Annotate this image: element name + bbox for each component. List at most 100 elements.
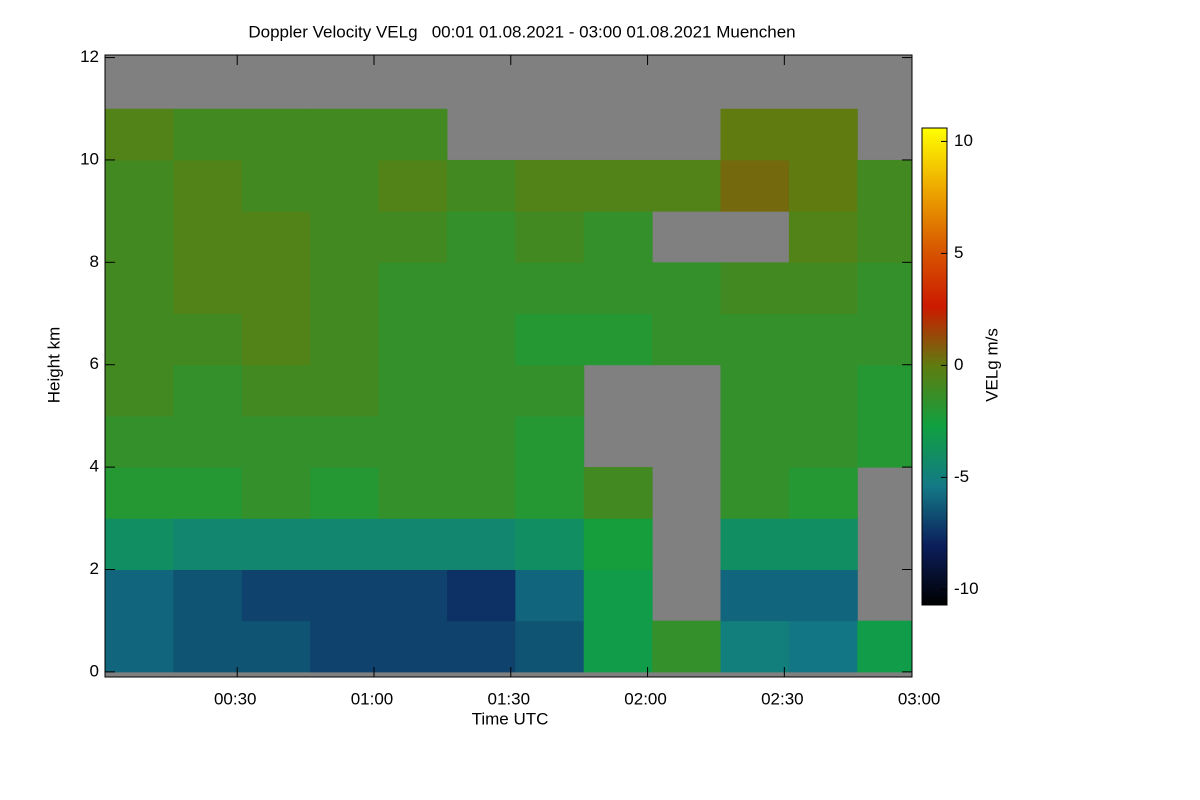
heatmap-cell [788,108,858,161]
heatmap-cell [720,364,790,417]
heatmap-cell [241,467,311,519]
heatmap-cell [241,620,311,673]
heatmap-cell [583,569,653,622]
heatmap-cell [378,262,448,315]
heatmap-cell [720,313,790,366]
heatmap-cell [515,364,585,417]
heatmap-cell [241,159,311,212]
y-tick-label: 8 [90,252,99,271]
heatmap-cell [173,211,243,263]
heatmap-cell [310,415,380,468]
heatmap-cell [173,313,243,366]
heatmap-cell [788,262,858,315]
heatmap-cell [446,313,516,366]
heatmap-cell [583,467,653,519]
heatmap-cell [515,467,585,519]
heatmap-cell [788,313,858,366]
x-tick-label: 01:00 [351,689,394,708]
heatmap-cell [310,159,380,212]
heatmap-cell [173,569,243,622]
heatmap-cell [857,211,913,263]
heatmap-cell [515,159,585,212]
heatmap-cell [378,415,448,468]
heatmap-cell [515,620,585,673]
heatmap-cell [515,262,585,315]
heatmap-cell [446,262,516,315]
plot-frame [104,54,913,678]
heatmap-cell [378,313,448,366]
heatmap-cell [583,262,653,315]
heatmap-cell [241,211,311,263]
heatmap-cell [173,364,243,417]
x-tick-label: 02:00 [624,689,667,708]
heatmap-cell [515,518,585,570]
heatmap-cell [173,518,243,570]
heatmap-cell [241,364,311,417]
heatmap-cell [173,108,243,161]
heatmap-cell [788,467,858,519]
colorbar-tick-label: 5 [954,243,963,262]
colorbar-tick-label: 0 [954,355,963,374]
heatmap-cell [378,467,448,519]
heatmap-cell [788,415,858,468]
heatmap-cell [241,262,311,315]
heatmap-cell [310,518,380,570]
heatmap-cell [788,364,858,417]
y-tick-label: 2 [90,559,99,578]
colorbar-tick-label: 10 [954,131,973,150]
heatmap-cell [378,159,448,212]
x-tick-label: 01:30 [488,689,531,708]
heatmap-cell [241,569,311,622]
heatmap-cell [446,415,516,468]
heatmap-cell [446,518,516,570]
heatmap-cell [446,569,516,622]
heatmap-cell [857,262,913,315]
heatmap-cell [310,313,380,366]
heatmap-cell [720,569,790,622]
heatmap-cell [105,211,174,263]
heatmap-cell [857,620,913,673]
heatmap-cell [720,159,790,212]
y-tick-label: 4 [90,457,99,476]
heatmap-cell [241,108,311,161]
heatmap-cell [105,415,174,468]
chart-title: Doppler Velocity VELg 00:01 01.08.2021 -… [248,22,795,41]
heatmap-cell [583,620,653,673]
colorbar-tick-label: -5 [954,467,969,486]
heatmap-cell [310,364,380,417]
heatmap-cell [378,620,448,673]
heatmap-cell [173,467,243,519]
y-tick-label: 0 [90,661,99,680]
heatmap-cell [857,159,913,212]
heatmap-cell [720,467,790,519]
heatmap-cell [446,159,516,212]
colorbar [921,127,948,606]
heatmap-cell [788,620,858,673]
heatmap-cell [105,364,174,417]
heatmap-cell [446,620,516,673]
heatmap-cell [788,211,858,263]
heatmap-cell [378,569,448,622]
heatmap-cell [105,518,174,570]
heatmap-cell [446,467,516,519]
heatmap-cell [857,364,913,417]
heatmap-cell [173,159,243,212]
heatmap-cell [720,620,790,673]
heatmap-cell [515,211,585,263]
heatmap-cell [310,262,380,315]
heatmap-cell [515,415,585,468]
heatmap-cell [515,313,585,366]
heatmap-cell [378,364,448,417]
heatmap-cell [105,467,174,519]
heatmap-cell [446,364,516,417]
x-tick-label: 03:00 [898,689,941,708]
heatmap-cell [105,159,174,212]
heatmap-cell [105,620,174,673]
heatmap-cell [241,415,311,468]
heatmap-cell [310,569,380,622]
x-axis-label: Time UTC [472,709,549,728]
y-tick-label: 12 [80,47,99,66]
heatmap-cell [788,518,858,570]
y-tick-label: 10 [80,149,99,168]
heatmap-cell [173,415,243,468]
